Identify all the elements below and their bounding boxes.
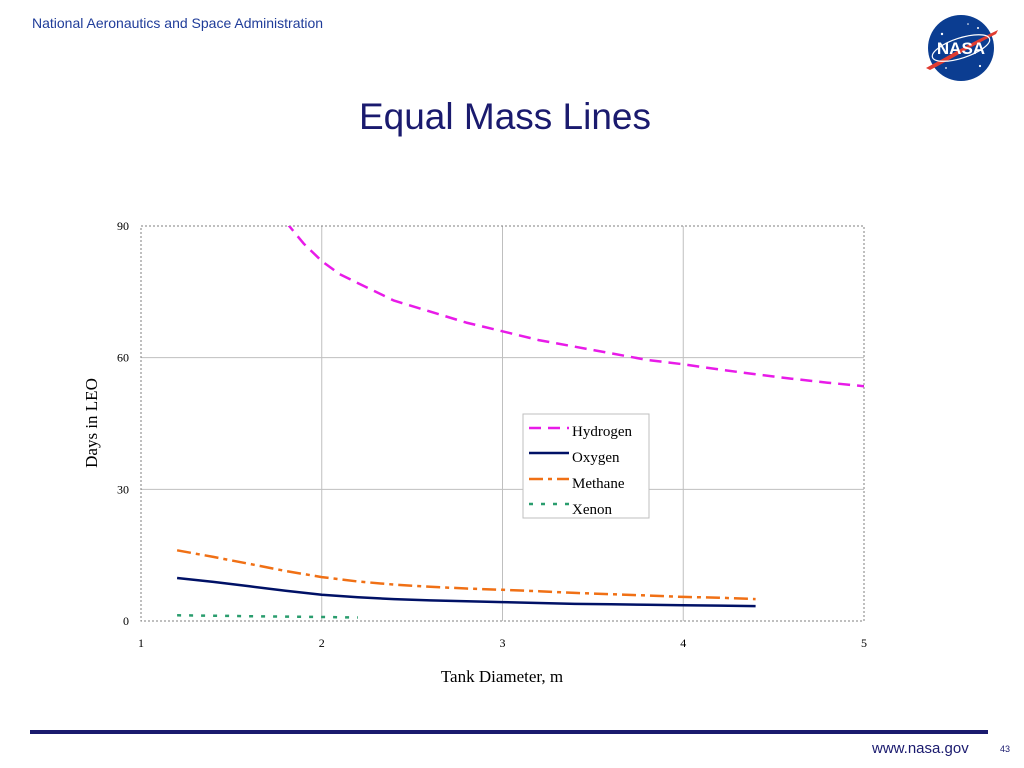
y-axis-label: Days in LEO xyxy=(82,378,101,468)
x-tick-label: 3 xyxy=(500,636,506,650)
legend-label-methane: Methane xyxy=(572,476,625,492)
legend-label-xenon: Xenon xyxy=(572,502,612,518)
page-number: 43 xyxy=(1000,744,1011,754)
series-line-oxygen xyxy=(176,576,756,608)
x-axis-label: Tank Diameter, m xyxy=(441,667,563,686)
series-line-xenon xyxy=(177,614,358,619)
x-tick-label: 4 xyxy=(680,636,686,650)
y-tick-label: 0 xyxy=(123,614,129,628)
slide-title: Equal Mass Lines xyxy=(358,96,652,137)
organization-name: National Aeronautics and Space Administr… xyxy=(32,15,324,31)
x-tick-label: 2 xyxy=(319,636,325,650)
y-tick-label: 30 xyxy=(117,482,129,496)
series-line-methane xyxy=(176,549,756,601)
nasa-meatball-logo-icon: NASA xyxy=(926,15,998,81)
plot-area-frame xyxy=(140,225,865,622)
footer-url: www.nasa.gov xyxy=(872,740,969,757)
legend-label-oxygen: Oxygen xyxy=(572,450,620,466)
legend-box xyxy=(522,413,650,519)
y-tick-label: 90 xyxy=(117,219,129,233)
x-tick-label: 5 xyxy=(861,636,867,650)
y-tick-label: 60 xyxy=(117,351,129,365)
tick-layer: 1 2 3 4 5 0 30 60 90 xyxy=(117,219,867,650)
logo-text: NASA xyxy=(937,39,985,58)
series-line-hydrogen xyxy=(287,226,864,388)
footer-rule xyxy=(30,730,988,734)
legend: Hydrogen Oxygen Methane Xenon xyxy=(522,413,650,519)
x-tick-label: 1 xyxy=(138,636,144,650)
legend-label-hydrogen: Hydrogen xyxy=(572,424,632,440)
grid-layer xyxy=(141,226,864,621)
series-layer xyxy=(176,226,864,619)
